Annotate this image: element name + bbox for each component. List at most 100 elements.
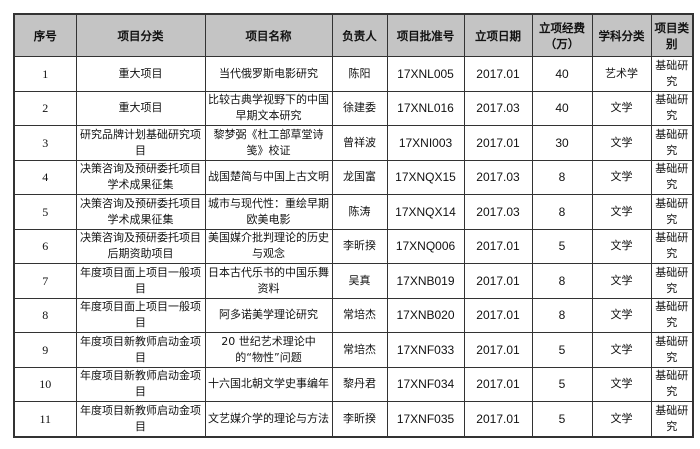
cell-fund: 40 (531, 56, 593, 92)
cell-discipline: 文学 (591, 194, 652, 230)
cell-fund: 8 (531, 263, 593, 299)
cell-date: 2017.01 (463, 297, 533, 333)
cell-code: 17XNQ006 (386, 228, 465, 264)
cell-date: 2017.01 (463, 125, 533, 161)
cell-name: 战国楚简与中国上古文明 (204, 159, 333, 195)
cell-leader: 黎丹君 (331, 366, 388, 402)
cell-name: 20 世纪艺术理论中的“物性”问题 (204, 332, 333, 368)
table-row: 8 年度项目面上项目一般项目 阿多诺美学理论研究 常培杰 17XNB020 2017.01… (13, 297, 694, 333)
header-row: 序号 项目分类 项目名称 负责人 项目批准号 立项日期 立项经费（万） 学科分类… (13, 13, 694, 57)
table-row: 3 研究品牌计划基础研究项目 黎梦弼《杜工部草堂诗笺》校证 曾祥波 17XNI003 20… (13, 125, 694, 161)
cell-category: 决策咨询及预研委托项目学术成果征集 (75, 159, 206, 195)
cell-leader: 陈阳 (331, 56, 388, 92)
cell-fund: 5 (531, 401, 593, 437)
header-date: 立项日期 (463, 13, 533, 57)
cell-no: 3 (13, 125, 77, 161)
cell-date: 2017.01 (463, 263, 533, 299)
header-fund: 立项经费（万） (531, 13, 593, 57)
projects-table: 序号 项目分类 项目名称 负责人 项目批准号 立项日期 立项经费（万） 学科分类… (13, 13, 694, 438)
cell-code: 17XNI003 (386, 125, 465, 161)
cell-fund: 5 (531, 332, 593, 368)
cell-type: 基础研究 (650, 90, 694, 126)
cell-no: 8 (13, 297, 77, 333)
cell-name: 阿多诺美学理论研究 (204, 297, 333, 333)
cell-leader: 徐建委 (331, 90, 388, 126)
cell-type: 基础研究 (650, 366, 694, 402)
header-no: 序号 (13, 13, 77, 57)
cell-fund: 8 (531, 194, 593, 230)
cell-no: 11 (13, 401, 77, 437)
cell-date: 2017.01 (463, 332, 533, 368)
cell-fund: 5 (531, 366, 593, 402)
cell-type: 基础研究 (650, 159, 694, 195)
cell-fund: 5 (531, 228, 593, 264)
cell-discipline: 文学 (591, 228, 652, 264)
cell-leader: 陈涛 (331, 194, 388, 230)
table-row: 11 年度项目新教师启动金项目 文艺媒介学的理论与方法 李昕揆 17XNF035 2017… (13, 401, 694, 437)
cell-fund: 8 (531, 159, 593, 195)
cell-category: 重大项目 (75, 56, 206, 92)
header-category: 项目分类 (75, 13, 206, 57)
cell-type: 基础研究 (650, 263, 694, 299)
table-row: 9 年度项目新教师启动金项目 20 世纪艺术理论中的“物性”问题 常培杰 17XNF03… (13, 332, 694, 368)
cell-date: 2017.01 (463, 56, 533, 92)
cell-type: 基础研究 (650, 401, 694, 437)
cell-date: 2017.01 (463, 228, 533, 264)
cell-code: 17XNL016 (386, 90, 465, 126)
cell-date: 2017.01 (463, 401, 533, 437)
cell-discipline: 文学 (591, 366, 652, 402)
cell-date: 2017.03 (463, 90, 533, 126)
cell-discipline: 文学 (591, 159, 652, 195)
cell-type: 基础研究 (650, 332, 694, 368)
cell-no: 5 (13, 194, 77, 230)
cell-leader: 李昕揆 (331, 228, 388, 264)
cell-leader: 吴真 (331, 263, 388, 299)
cell-leader: 常培杰 (331, 332, 388, 368)
cell-code: 17XNB019 (386, 263, 465, 299)
header-code: 项目批准号 (386, 13, 465, 57)
cell-leader: 曾祥波 (331, 125, 388, 161)
header-name: 项目名称 (204, 13, 333, 57)
cell-name: 美国媒介批判理论的历史与观念 (204, 228, 333, 264)
cell-code: 17XNF035 (386, 401, 465, 437)
table-row: 7 年度项目面上项目一般项目 日本古代乐书的中国乐舞资料 吴真 17XNB019 2017… (13, 263, 694, 299)
cell-code: 17XNF033 (386, 332, 465, 368)
cell-type: 基础研究 (650, 297, 694, 333)
cell-category: 决策咨询及预研委托项目后期资助项目 (75, 228, 206, 264)
cell-category: 年度项目面上项目一般项目 (75, 263, 206, 299)
cell-no: 2 (13, 90, 77, 126)
cell-leader: 李昕揆 (331, 401, 388, 437)
cell-code: 17XNQX15 (386, 159, 465, 195)
cell-category: 年度项目新教师启动金项目 (75, 366, 206, 402)
table-row: 5 决策咨询及预研委托项目学术成果征集 城市与现代性：重绘早期欧美电影 陈涛 17XNQ… (13, 194, 694, 230)
cell-date: 2017.01 (463, 366, 533, 402)
cell-discipline: 文学 (591, 90, 652, 126)
cell-fund: 8 (531, 297, 593, 333)
cell-no: 1 (13, 56, 77, 92)
cell-code: 17XNF034 (386, 366, 465, 402)
cell-leader: 龙国富 (331, 159, 388, 195)
cell-type: 基础研究 (650, 56, 694, 92)
cell-fund: 30 (531, 125, 593, 161)
cell-name: 文艺媒介学的理论与方法 (204, 401, 333, 437)
cell-code: 17XNQX14 (386, 194, 465, 230)
cell-name: 日本古代乐书的中国乐舞资料 (204, 263, 333, 299)
cell-discipline: 文学 (591, 263, 652, 299)
cell-no: 10 (13, 366, 77, 402)
table-row: 6 决策咨询及预研委托项目后期资助项目 美国媒介批判理论的历史与观念 李昕揆 17XNQ… (13, 228, 694, 264)
cell-name: 十六国北朝文学史事编年 (204, 366, 333, 402)
cell-no: 6 (13, 228, 77, 264)
cell-category: 研究品牌计划基础研究项目 (75, 125, 206, 161)
cell-discipline: 艺术学 (591, 56, 652, 92)
table-row: 4 决策咨询及预研委托项目学术成果征集 战国楚简与中国上古文明 龙国富 17XNQX15… (13, 159, 694, 195)
cell-leader: 常培杰 (331, 297, 388, 333)
cell-name: 当代俄罗斯电影研究 (204, 56, 333, 92)
cell-type: 基础研究 (650, 125, 694, 161)
cell-type: 基础研究 (650, 194, 694, 230)
cell-date: 2017.03 (463, 159, 533, 195)
header-type: 项目类别 (650, 13, 694, 57)
header-leader: 负责人 (331, 13, 388, 57)
cell-name: 黎梦弼《杜工部草堂诗笺》校证 (204, 125, 333, 161)
cell-category: 年度项目新教师启动金项目 (75, 332, 206, 368)
cell-code: 17XNB020 (386, 297, 465, 333)
